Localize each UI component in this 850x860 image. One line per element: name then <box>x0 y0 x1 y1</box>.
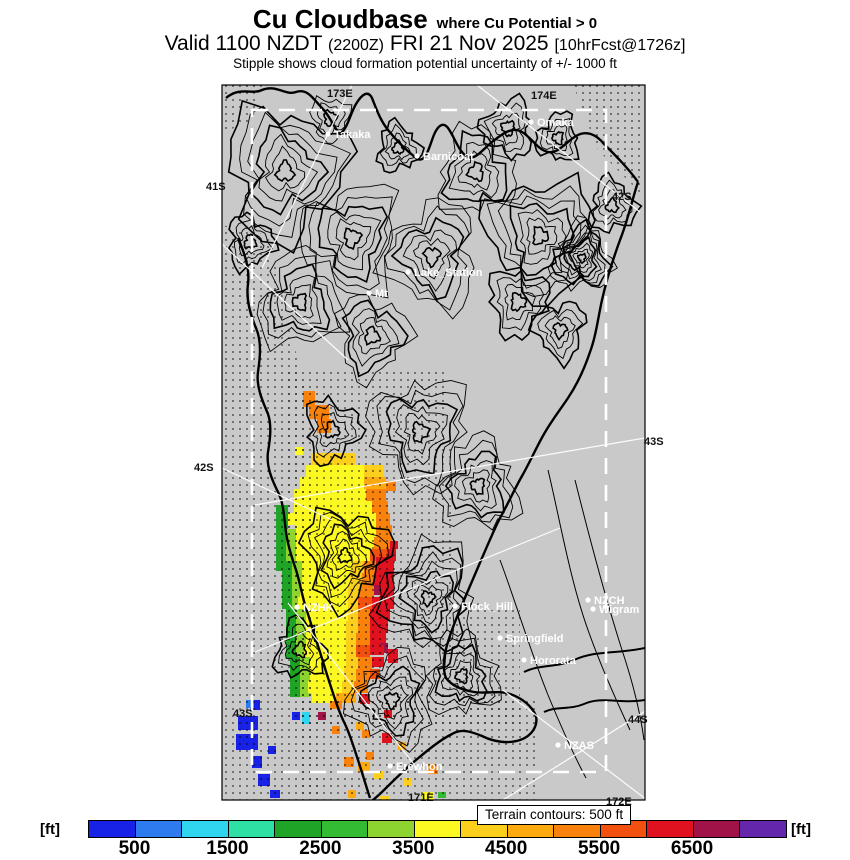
place-label: Springfield <box>506 633 563 645</box>
place-marker-dot <box>414 153 420 159</box>
stipple-note: Stipple shows cloud formation potential … <box>233 56 617 71</box>
colorbar-tick-label: 2500 <box>299 838 342 859</box>
place-marker-dot <box>590 606 596 612</box>
coastline <box>225 87 640 800</box>
place-marker-dot <box>452 603 458 609</box>
place-label: Barnicoat <box>423 151 474 163</box>
grid-label: 41S <box>206 181 226 193</box>
colorbar-segment <box>413 821 461 837</box>
place-marker-dot <box>521 657 527 663</box>
terrain-contours <box>227 92 645 779</box>
page-title: Cu Cloudbase <box>252 4 428 34</box>
colorbar-segment <box>739 821 786 837</box>
colorbar-unit-right: [ft] <box>791 821 811 838</box>
grid-label: 43S <box>644 436 664 448</box>
colorbar-segment <box>553 821 600 837</box>
colorbar-tick-label: 5500 <box>577 838 621 859</box>
place-label: Wigram <box>599 604 639 616</box>
place-label: Lake_Station <box>414 267 483 279</box>
place-label: NZHK <box>303 602 334 614</box>
grid-label: 171E <box>408 792 434 804</box>
colorbar-segment <box>89 821 135 837</box>
colorbar-segment <box>506 821 554 837</box>
colorbar-segment <box>692 821 740 837</box>
grid-label: 43S <box>233 708 253 720</box>
map-container: 173E 174E 41S 42S 42S 43S 43S 44S 171E 172E Takaka… <box>194 84 664 808</box>
colorbar-segment <box>367 821 414 837</box>
map-border <box>221 84 646 801</box>
colorbar-tick-label: 6500 <box>670 838 714 859</box>
colorbar-tick-label: 3500 <box>392 838 435 859</box>
place-marker-dot <box>325 131 331 137</box>
place-marker-dot <box>497 635 503 641</box>
place-marker-dot <box>405 269 411 275</box>
place-label: Hororata <box>530 655 577 667</box>
valid-time-line: Valid 1100 NZDT (2200Z) FRI 21 Nov 2025 … <box>0 32 850 56</box>
place-label: Erewhon <box>396 761 443 773</box>
colorbar-segment <box>599 821 647 837</box>
colorbar-segment <box>646 821 693 837</box>
colorbar-segment <box>460 821 507 837</box>
place-marker-dot <box>387 763 393 769</box>
grid-label: 42S <box>194 462 214 474</box>
place-label: NZAS <box>564 740 594 752</box>
valid-fcst: [10hrFcst@1726z] <box>554 37 686 54</box>
place-marker-dot <box>294 604 300 610</box>
place-label: NZCH <box>594 595 625 607</box>
colorbar-tick-label: 500 <box>118 838 151 859</box>
colorbar-segment <box>274 821 321 837</box>
place-marker-dot <box>528 119 534 125</box>
valid-prefix: Valid 1100 NZDT <box>164 32 323 55</box>
colorbar-tick-label: 1500 <box>206 838 249 859</box>
place-label: Flock_Hill <box>461 601 513 613</box>
place-marker-dot <box>585 597 591 603</box>
page-title-line: Cu Cloudbase where Cu Potential > 0 <box>0 4 850 35</box>
model-domain-outline <box>250 108 608 774</box>
page-title-suffix: where Cu Potential > 0 <box>436 15 598 32</box>
grid-label: 44S <box>628 714 648 726</box>
grid-label: 42S <box>612 191 632 203</box>
colorbar-segment <box>134 821 182 837</box>
place-marker-dot <box>366 290 372 296</box>
colorbar-segment <box>227 821 275 837</box>
graticule <box>222 85 645 800</box>
colorbar-segment <box>320 821 368 837</box>
colorbar <box>88 820 787 838</box>
grid-label: 173E <box>327 88 353 100</box>
place-label: Takaka <box>334 129 371 141</box>
colorbar-unit-left: [ft] <box>40 821 60 838</box>
colorbar-segment <box>181 821 228 837</box>
terrain-contours-note: Terrain contours: 500 ft <box>477 805 632 825</box>
colorbar-tick-label: 4500 <box>485 838 528 859</box>
place-label: Mt <box>375 288 388 300</box>
grid-label: 174E <box>531 90 557 102</box>
place-marker-dot <box>555 742 561 748</box>
place-label: Omaka <box>537 117 575 129</box>
valid-date: FRI 21 Nov 2025 <box>389 32 549 55</box>
valid-zulu: (2200Z) <box>327 37 385 54</box>
